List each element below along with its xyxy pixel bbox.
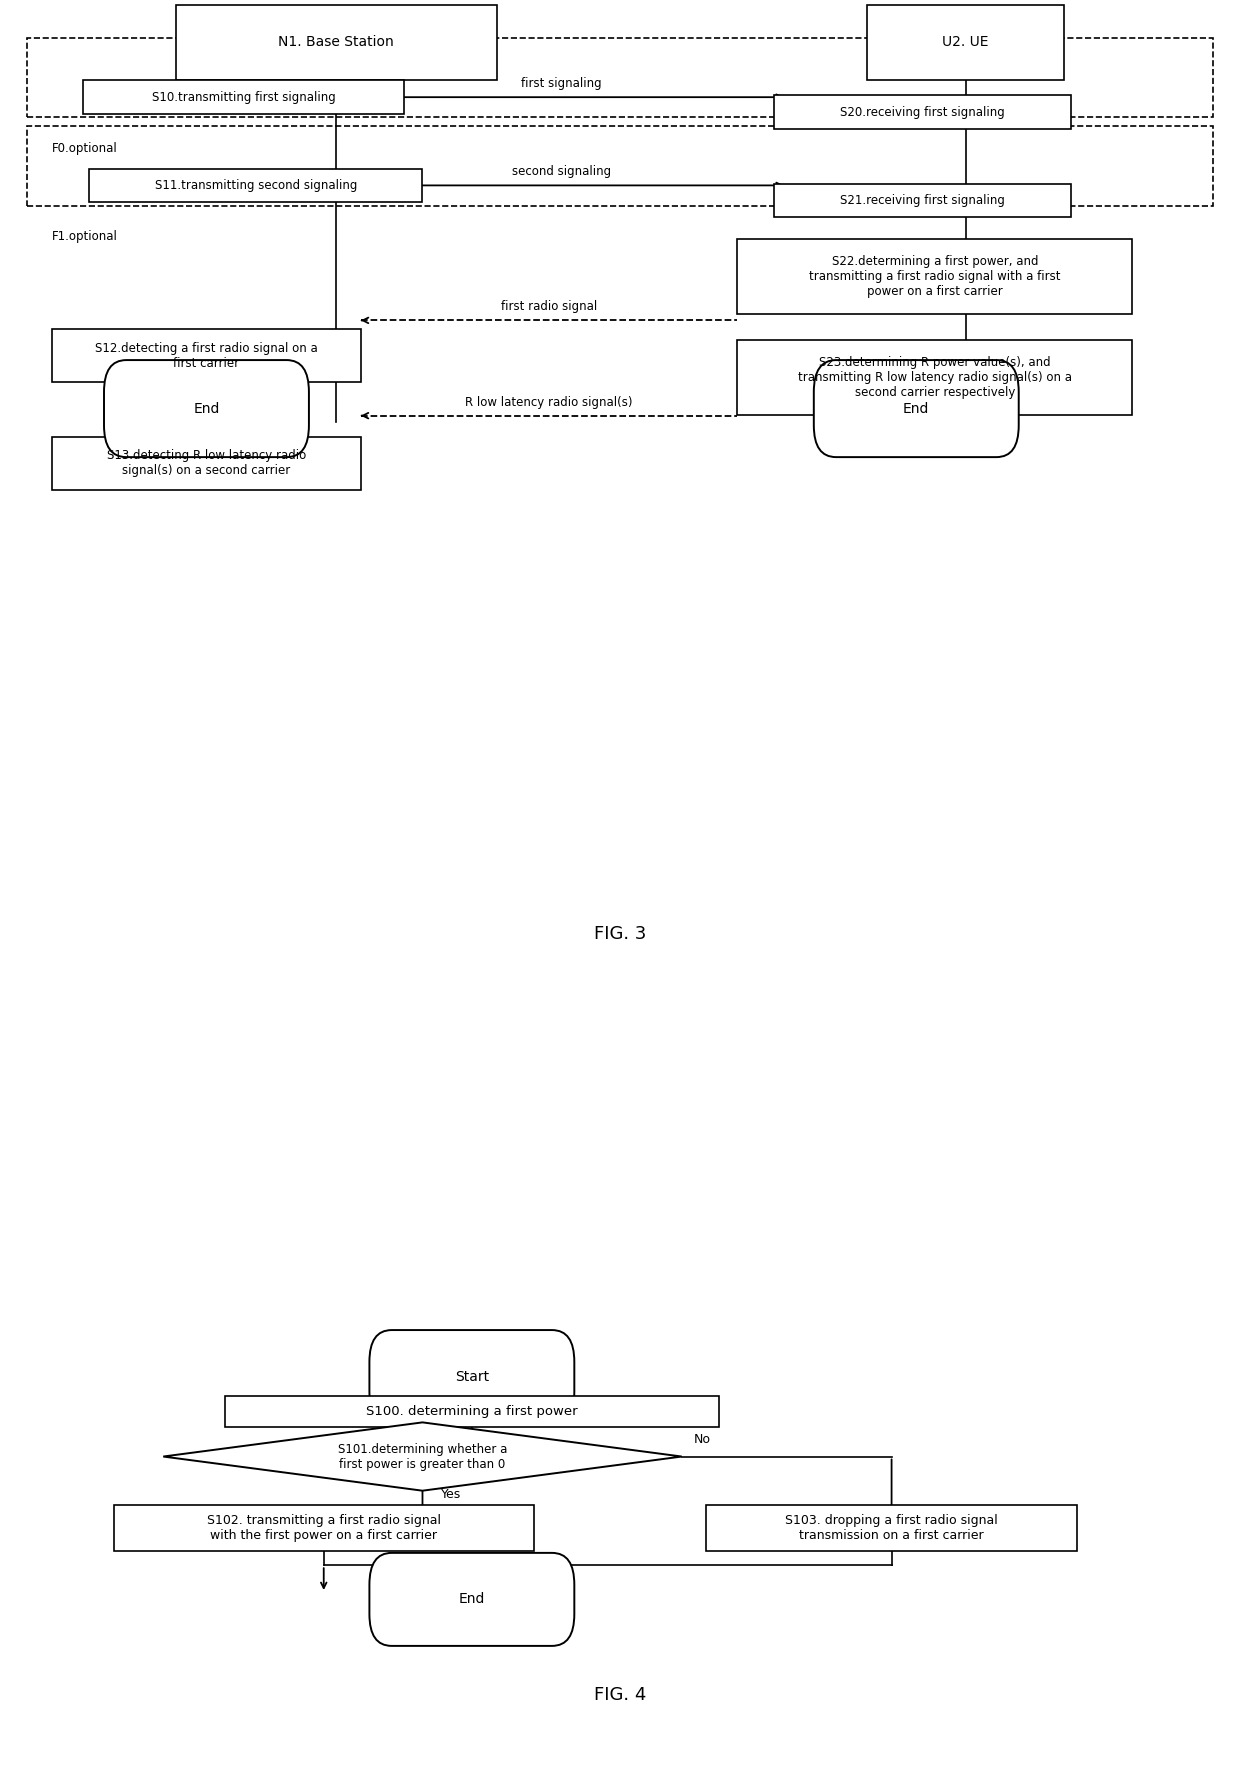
Text: S12.detecting a first radio signal on a
first carrier: S12.detecting a first radio signal on a …: [95, 342, 317, 370]
FancyBboxPatch shape: [707, 1504, 1076, 1551]
Text: second signaling: second signaling: [512, 165, 611, 179]
Text: End: End: [459, 1593, 485, 1607]
FancyBboxPatch shape: [104, 359, 309, 457]
Text: S101.determining whether a
first power is greater than 0: S101.determining whether a first power i…: [337, 1443, 507, 1471]
FancyBboxPatch shape: [738, 340, 1132, 416]
FancyBboxPatch shape: [867, 5, 1064, 80]
Text: S102. transmitting a first radio signal
with the first power on a first carrier: S102. transmitting a first radio signal …: [207, 1513, 440, 1542]
Polygon shape: [164, 1423, 682, 1490]
FancyBboxPatch shape: [370, 1329, 574, 1423]
FancyBboxPatch shape: [813, 359, 1019, 457]
Text: FIG. 4: FIG. 4: [594, 1685, 646, 1705]
Text: first signaling: first signaling: [521, 78, 601, 90]
Text: Start: Start: [455, 1370, 489, 1384]
FancyBboxPatch shape: [370, 1552, 574, 1646]
FancyBboxPatch shape: [774, 96, 1070, 129]
Text: F1.optional: F1.optional: [52, 230, 118, 242]
FancyBboxPatch shape: [774, 184, 1070, 218]
Text: R low latency radio signal(s): R low latency radio signal(s): [465, 396, 632, 409]
Text: F0.optional: F0.optional: [52, 142, 118, 154]
FancyBboxPatch shape: [83, 80, 404, 113]
FancyBboxPatch shape: [738, 239, 1132, 313]
FancyBboxPatch shape: [52, 329, 361, 382]
Text: No: No: [694, 1434, 711, 1446]
Text: U2. UE: U2. UE: [942, 35, 988, 50]
Text: S23.determining R power value(s), and
transmitting R low latency radio signal(s): S23.determining R power value(s), and tr…: [797, 356, 1071, 400]
Text: S100. determining a first power: S100. determining a first power: [366, 1405, 578, 1418]
Text: End: End: [903, 402, 930, 416]
Text: FIG. 3: FIG. 3: [594, 924, 646, 942]
Text: N1. Base Station: N1. Base Station: [278, 35, 394, 50]
Text: S103. dropping a first radio signal
transmission on a first carrier: S103. dropping a first radio signal tran…: [785, 1513, 998, 1542]
Text: first radio signal: first radio signal: [501, 301, 598, 313]
Text: S21.receiving first signaling: S21.receiving first signaling: [839, 195, 1004, 207]
FancyBboxPatch shape: [114, 1504, 533, 1551]
FancyBboxPatch shape: [52, 437, 361, 490]
Text: S22.determining a first power, and
transmitting a first radio signal with a firs: S22.determining a first power, and trans…: [808, 255, 1060, 297]
FancyBboxPatch shape: [224, 1397, 719, 1427]
Text: S13.detecting R low latency radio
signal(s) on a second carrier: S13.detecting R low latency radio signal…: [107, 450, 306, 478]
FancyBboxPatch shape: [89, 168, 423, 202]
FancyBboxPatch shape: [176, 5, 496, 80]
Text: End: End: [193, 402, 219, 416]
Text: S20.receiving first signaling: S20.receiving first signaling: [839, 106, 1004, 119]
Text: Yes: Yes: [441, 1489, 461, 1501]
Text: S10.transmitting first signaling: S10.transmitting first signaling: [151, 90, 335, 104]
Text: S11.transmitting second signaling: S11.transmitting second signaling: [155, 179, 357, 191]
